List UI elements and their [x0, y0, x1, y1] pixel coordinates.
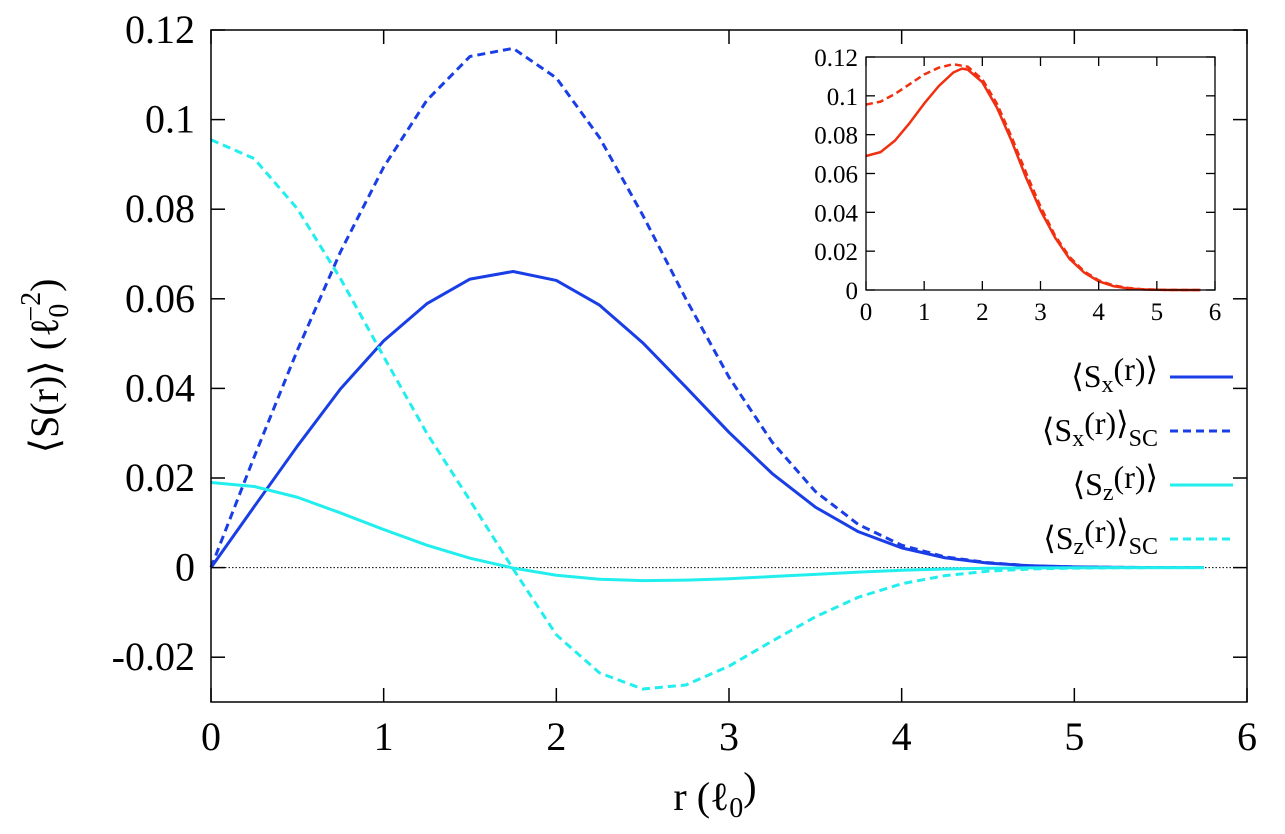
- main-xtick-label: 4: [892, 714, 912, 759]
- legend: ⟨Sx(r)⟩⟨Sx(r)⟩SC⟨Sz(r)⟩⟨Sz(r)⟩SC: [1042, 351, 1233, 560]
- inset-ytick-label: 0: [846, 278, 859, 305]
- legend-entry-label: ⟨Sz(r)⟩SC: [1043, 513, 1158, 560]
- inset-ytick-label: 0.08: [814, 123, 858, 150]
- main-xtick-label: 6: [1237, 714, 1257, 759]
- main-ytick-label: -0.02: [112, 634, 195, 679]
- legend-label-base: ⟨S: [1042, 412, 1072, 448]
- legend-entry-label: ⟨Sx(r)⟩: [1071, 351, 1158, 398]
- legend-label-subscript: z: [1074, 534, 1085, 560]
- axis-labels: r (ℓ0) ⟨S(r)⟩ (ℓ0−2): [16, 278, 757, 824]
- legend-label-subscript-sc: SC: [1129, 534, 1158, 560]
- legend-label-subscript-sc: SC: [1129, 426, 1158, 452]
- legend-entry-label: ⟨Sz(r)⟩: [1073, 459, 1158, 506]
- main-ytick-label: 0.12: [125, 7, 195, 52]
- inset-xtick-label: 5: [1151, 299, 1164, 326]
- main-ytick-label: 0.08: [125, 186, 195, 231]
- inset-ytick-label: 0.04: [814, 200, 858, 227]
- main-xtick-label: 1: [374, 714, 394, 759]
- inset-background: [866, 57, 1215, 290]
- inset-plot: 0 1 2 3 4 5 6 0 0.02 0.04 0.06 0.08 0.1 0.12: [814, 45, 1221, 326]
- main-xtick-label: 2: [546, 714, 566, 759]
- inset-ytick-label: 0.12: [814, 45, 858, 72]
- main-series-sz-r-sc-line: [210, 138, 1204, 691]
- legend-label-subscript: x: [1102, 372, 1114, 398]
- main-xtick-label: 5: [1064, 714, 1084, 759]
- main-ytick-label: 0: [175, 545, 195, 590]
- inset-xtick-label: 3: [1034, 299, 1047, 326]
- legend-label-subscript: x: [1072, 426, 1084, 452]
- legend-label-base: ⟨S: [1073, 466, 1103, 502]
- main-ytick-label: 0.02: [125, 455, 195, 500]
- inset-xtick-label: 1: [918, 299, 931, 326]
- legend-label-mid: (r)⟩: [1084, 405, 1128, 441]
- x-axis-label: r (ℓ0): [673, 764, 756, 824]
- main-xtick-label: 0: [201, 714, 221, 759]
- main-series-sx-r-sc-line: [209, 46, 1204, 570]
- inset-ytick-label: 0.1: [827, 84, 858, 111]
- inset-xtick-label: 6: [1209, 299, 1222, 326]
- legend-label-base: ⟨S: [1043, 520, 1073, 556]
- inset-xtick-label: 2: [976, 299, 989, 326]
- main-xtick-label: 3: [719, 714, 739, 759]
- legend-label-base: ⟨S: [1071, 358, 1101, 394]
- inset-ytick-label: 0.06: [814, 162, 858, 189]
- legend-label-subscript: z: [1103, 480, 1114, 506]
- y-axis-label: ⟨S(r)⟩ (ℓ0−2): [16, 278, 75, 453]
- legend-label-mid: (r)⟩: [1084, 513, 1128, 549]
- legend-entry-label: ⟨Sx(r)⟩SC: [1042, 405, 1158, 452]
- main-ytick-label: 0.06: [125, 276, 195, 321]
- inset-xtick-label: 0: [860, 299, 873, 326]
- main-ytick-label: 0.04: [125, 365, 195, 410]
- inset-xtick-label: 4: [1092, 299, 1105, 326]
- legend-label-mid: (r)⟩: [1114, 351, 1158, 387]
- legend-label-mid: (r)⟩: [1114, 459, 1158, 495]
- inset-ytick-label: 0.02: [814, 239, 858, 266]
- main-ytick-label: 0.1: [145, 97, 195, 142]
